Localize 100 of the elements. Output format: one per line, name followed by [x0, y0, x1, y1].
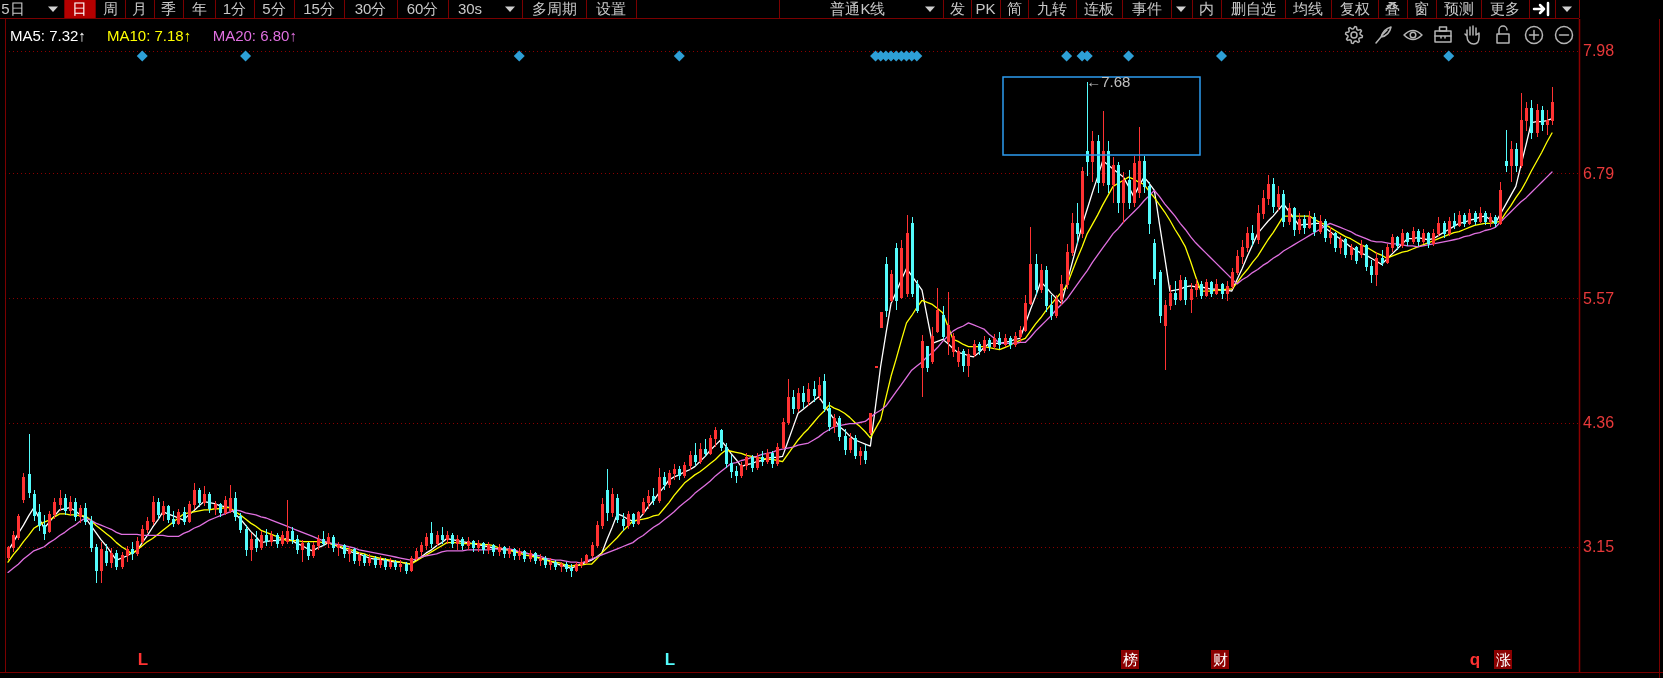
candlestick [792, 389, 795, 415]
candlestick [1107, 140, 1110, 194]
candlestick [880, 312, 883, 328]
candlestick [544, 555, 547, 569]
candlestick [1024, 294, 1027, 333]
candlestick [601, 497, 604, 530]
candlestick [1293, 206, 1296, 237]
candlestick [678, 465, 681, 481]
candlestick [776, 442, 779, 467]
candlestick [1071, 212, 1074, 257]
candlestick [332, 534, 335, 553]
candlestick [596, 520, 599, 549]
candlestick [838, 415, 841, 442]
candlestick [1391, 233, 1394, 253]
candlestick [714, 426, 717, 448]
candlestick [606, 468, 609, 522]
candlestick [1510, 140, 1513, 183]
candlestick [647, 489, 650, 510]
candlestick [415, 547, 418, 561]
candlestick [900, 239, 903, 300]
candlestick [1117, 161, 1120, 214]
text: 多周期 [531, 0, 577, 17]
candlestick [255, 530, 258, 553]
candlestick [947, 291, 950, 356]
text: 年 [191, 0, 207, 17]
candlestick [699, 442, 702, 465]
candlestick [849, 432, 852, 454]
candlestick [327, 532, 330, 549]
candlestick [1179, 274, 1182, 302]
text: 内 [1199, 0, 1214, 17]
candlestick [508, 545, 511, 559]
y-tick-label: 4.36 [1583, 414, 1615, 431]
candlestick [1370, 259, 1373, 284]
candlestick [864, 444, 867, 465]
candlestick [64, 493, 67, 516]
candlestick [405, 561, 408, 575]
candlestick [1313, 212, 1316, 237]
candlestick [59, 489, 62, 512]
candlestick [301, 539, 304, 563]
candlestick [193, 482, 196, 510]
candlestick [720, 428, 723, 452]
candlestick [1138, 126, 1141, 199]
candlestick [936, 287, 939, 334]
candlestick [162, 500, 165, 522]
candlestick [358, 551, 361, 567]
candlestick [1530, 99, 1533, 140]
candlestick [337, 541, 340, 557]
candlestick [84, 502, 87, 526]
candlestick [1448, 216, 1451, 237]
candlestick [1009, 335, 1012, 350]
text: MA5: 7.32↑ [10, 27, 86, 44]
candlestick [1422, 228, 1425, 245]
candlestick [1288, 202, 1291, 226]
text: 月 [132, 0, 147, 17]
candlestick [745, 452, 748, 471]
candlestick [1035, 253, 1038, 296]
candlestick [1257, 204, 1260, 245]
candlestick [477, 539, 480, 553]
candlestick [1551, 86, 1554, 126]
candlestick [152, 495, 155, 526]
candlestick [467, 537, 470, 551]
candlestick [1494, 214, 1497, 228]
candlestick [260, 530, 263, 551]
candlestick [167, 504, 170, 524]
text: 30分 [354, 0, 387, 17]
candlestick [529, 549, 532, 563]
candlestick [652, 487, 655, 506]
text: 5分 [262, 0, 286, 17]
candlestick [219, 502, 222, 518]
candlestick [441, 526, 444, 545]
candlestick [1210, 280, 1213, 298]
candlestick [1251, 224, 1254, 247]
candlestick [1004, 333, 1007, 348]
candlestick [993, 333, 996, 350]
candlestick [1546, 109, 1549, 136]
candlestick [854, 434, 857, 460]
candlestick [859, 446, 862, 466]
candlestick [1267, 174, 1270, 206]
candlestick [270, 530, 273, 547]
candlestick [998, 331, 1001, 350]
candlestick [136, 537, 139, 557]
candlestick [374, 555, 377, 569]
text: 5日 [1, 0, 25, 17]
candlestick [575, 561, 578, 573]
candlestick [823, 373, 826, 413]
candlestick [885, 256, 888, 318]
text: 均线 [1292, 0, 1323, 17]
text: 事件 [1131, 0, 1162, 17]
candlestick [317, 534, 320, 551]
candlestick [1277, 185, 1280, 212]
candlestick [704, 438, 707, 458]
candlestick [1091, 130, 1094, 183]
candlestick [1045, 265, 1048, 313]
candlestick [1350, 243, 1353, 261]
candlestick [1406, 231, 1409, 247]
candlestick [250, 532, 253, 562]
candlestick [689, 450, 692, 471]
candlestick [1215, 278, 1218, 296]
candlestick [1143, 155, 1146, 194]
candlestick [1190, 282, 1193, 314]
